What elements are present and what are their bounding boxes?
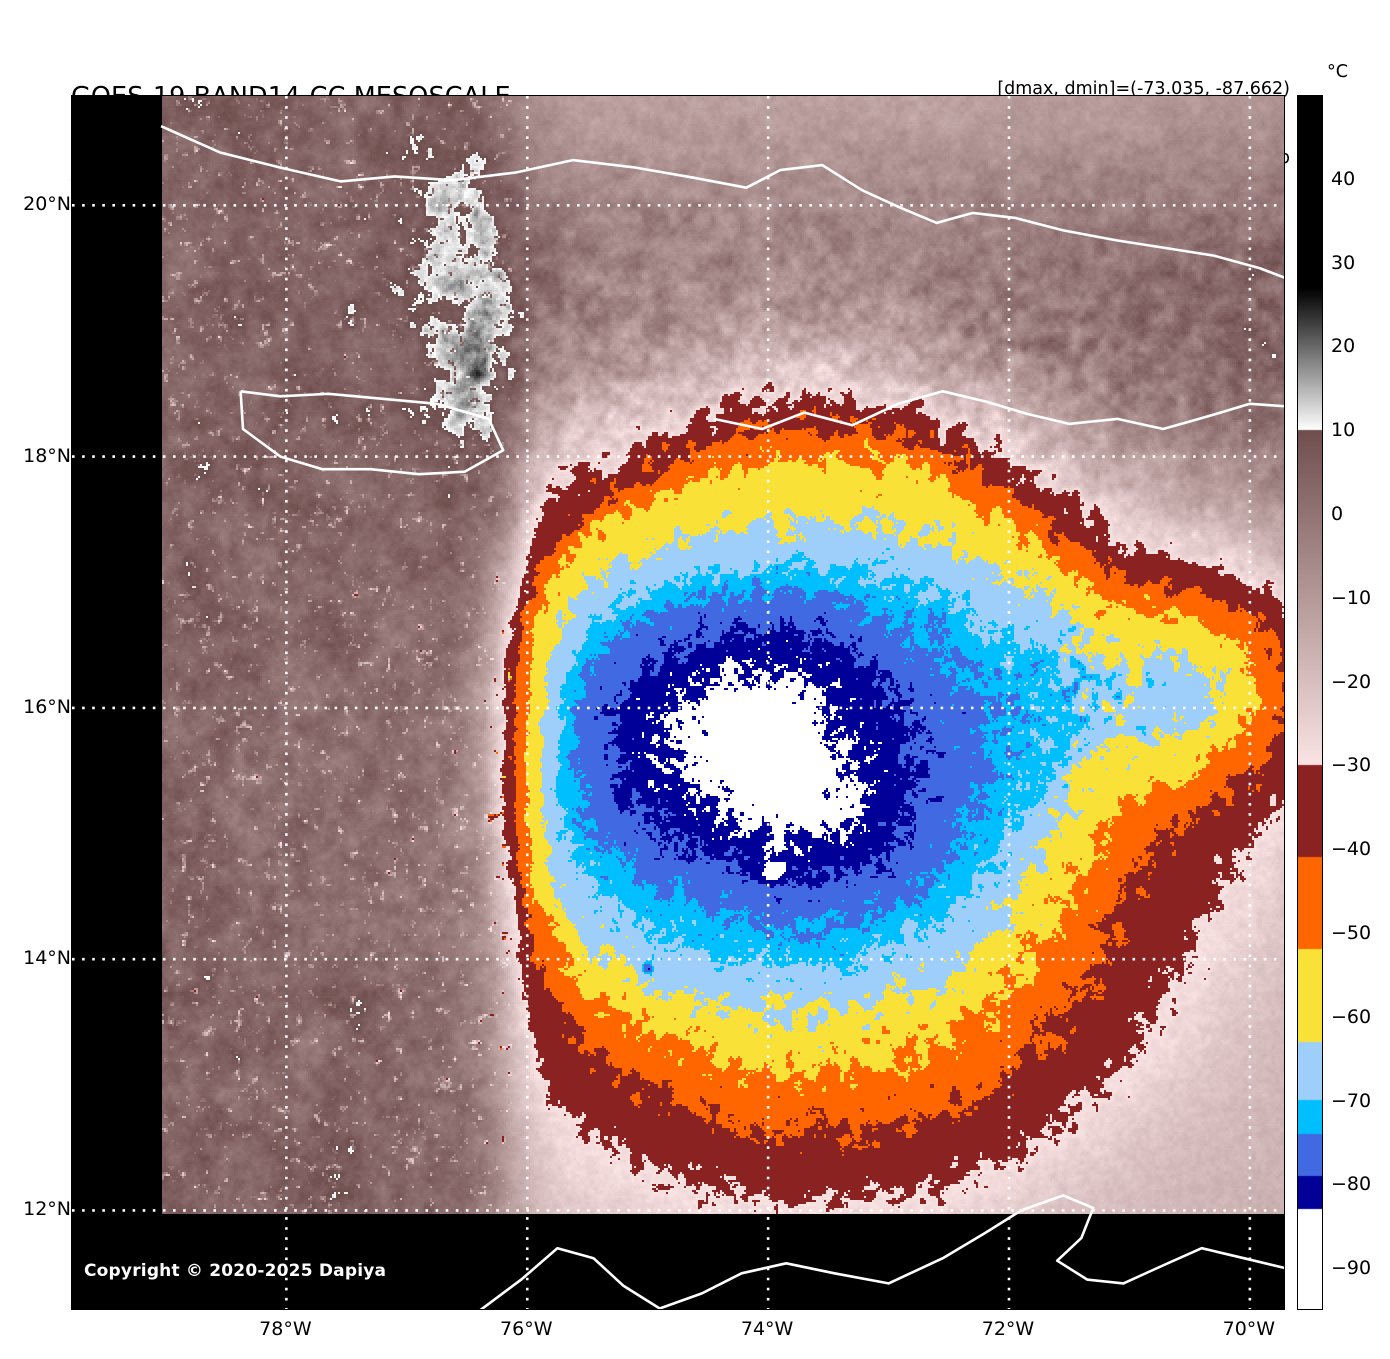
latitude-tick: 12°N	[23, 1198, 71, 1221]
longitude-tick: 74°W	[740, 1318, 794, 1340]
colorbar-tick: 20	[1331, 335, 1356, 358]
longitude-tick: 72°W	[981, 1318, 1035, 1340]
colorbar-tick: 0	[1331, 502, 1344, 525]
map-plot-area[interactable]: Copyright © 2020-2025 Dapiya	[71, 95, 1285, 1310]
copyright-label: Copyright © 2020-2025 Dapiya	[84, 1261, 387, 1281]
colorbar-tick: −10	[1331, 586, 1372, 609]
colorbar-tick: −20	[1331, 670, 1372, 693]
colorbar-tick: −40	[1331, 838, 1372, 861]
colorbar-tick: −50	[1331, 921, 1372, 944]
latitude-tick: 16°N	[23, 695, 71, 718]
colorbar-tick: −90	[1331, 1257, 1372, 1280]
colorbar-tick: 30	[1331, 251, 1356, 274]
latitude-tick: 14°N	[23, 947, 71, 970]
colorbar-tick: −30	[1331, 754, 1372, 777]
dmax-dmin-label: [dmax, dmin]=(-73.035, -87.662)	[997, 79, 1290, 99]
colorbar-tick: −80	[1331, 1173, 1372, 1196]
colorbar-unit-label: °C	[1327, 62, 1348, 82]
temperature-colorbar[interactable]	[1297, 95, 1323, 1310]
longitude-tick: 70°W	[1222, 1318, 1276, 1340]
colorbar-gradient	[1297, 95, 1323, 1310]
colorbar-tick: −70	[1331, 1089, 1372, 1112]
colorbar-tick: 10	[1331, 419, 1356, 442]
latitude-tick: 20°N	[23, 193, 71, 216]
colorbar-tick: 40	[1331, 167, 1356, 190]
longitude-tick: 76°W	[500, 1318, 553, 1340]
satellite-infrared-heatmap	[72, 96, 1284, 1309]
latitude-tick: 18°N	[23, 444, 71, 467]
longitude-tick: 78°W	[259, 1318, 312, 1340]
colorbar-tick: −60	[1331, 1005, 1372, 1028]
